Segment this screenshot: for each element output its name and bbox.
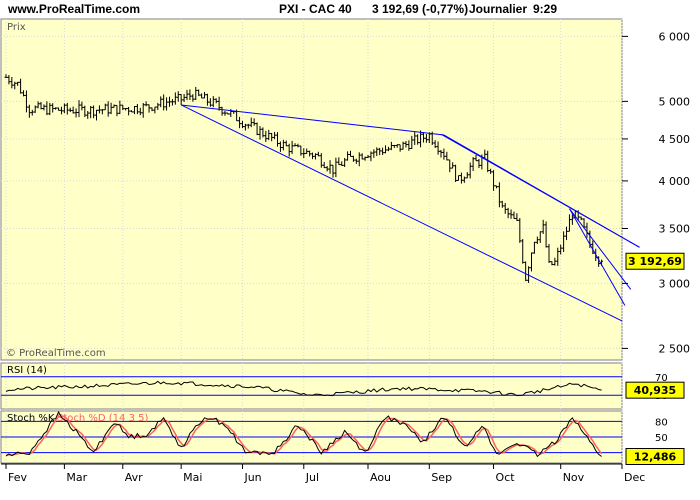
x-tick-label-7: Sep [431,471,452,484]
channel-4 [569,208,626,306]
x-axis: Fev Mar Avr Mai Jun Jul Aou Sep Oct Nov Dec [1,463,645,484]
x-tick-label-10: Dec [624,471,645,484]
price-panel: 6 000 5 000 4 500 4 000 3 500 3 000 2 500 Prix ©… [0,18,691,361]
channel-2-upper [440,133,640,248]
price-ytick-label-0: 6 000 [659,30,691,43]
stoch-level-label-0: 80 [655,417,668,428]
x-tick-label-0: Fev [8,471,27,484]
x-tick-label-2: Avr [125,471,143,484]
rsi-line [5,380,602,397]
stoch-last-value-text: 12,486 [634,451,677,464]
x-tick-label-6: Aou [370,471,391,484]
stoch-d-label: Stoch %D (14 3 5) [57,413,148,424]
watermark: © ProRealTime.com [6,348,106,359]
period: Journalier [469,2,528,16]
stoch-k-label: Stoch %K [7,413,55,424]
stoch-d-line [5,415,603,457]
price-ytick-label-1: 5 000 [659,95,691,108]
time: 9:29 [533,2,558,16]
stoch-level-label-1: 50 [655,433,668,444]
x-tick-label-5: Jul [305,471,319,484]
price-last-value-box [625,252,685,270]
rsi-panel: 7030RSI (14)40,935 [0,362,685,410]
stoch-k-line [5,410,602,458]
price-panel-label: Prix [7,22,26,33]
price-ytick-label-3: 4 000 [659,175,691,188]
channel-3 [569,208,632,290]
price-ytick-label-5: 3 000 [659,277,691,290]
price-last-value-text: 3 192,69 [628,255,682,268]
site-name[interactable]: www.ProRealTime.com [8,2,141,16]
rsi-last-value-box [625,381,685,399]
instrument-name: PXI - CAC 40 [279,2,352,16]
rsi-panel-label: RSI (14) [7,365,47,376]
x-tick-label-9: Nov [563,471,585,484]
price-panel-bg [0,18,623,361]
price-ytick-label-6: 2 500 [659,342,691,355]
price-ytick-label-4: 3 500 [659,222,691,235]
price-ytick-label-2: 4 500 [659,133,691,146]
chart-header: www.ProRealTime.com PXI - CAC 40 3 192,6… [0,0,700,19]
rsi-last-value-text: 40,935 [634,384,676,397]
rsi-level-label-0: 70 [655,373,668,384]
stoch-last-value-box [625,448,685,466]
x-tick-label-4: Jun [243,471,261,484]
channel-1-lower [180,104,623,322]
last-quote: 3 192,69 (-0,77%) [372,2,469,16]
x-tick-label-1: Mar [66,471,87,484]
x-tick-label-8: Oct [496,471,516,484]
x-tick-label-3: Mai [183,471,202,484]
